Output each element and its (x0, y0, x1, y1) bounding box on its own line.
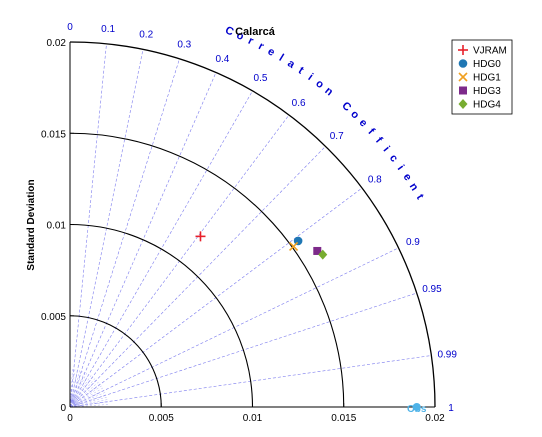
origin-fan-line (69, 396, 109, 408)
correlation-title-letter: r (256, 40, 266, 53)
y-tick-label: 0.015 (41, 129, 66, 140)
correlation-title-letter: n (407, 181, 421, 193)
correlation-title-letter: c (387, 152, 400, 164)
correlation-tick-label: 0.7 (330, 131, 344, 142)
legend-label-hdg1: HDG1 (473, 73, 501, 84)
correlation-tick-label: 0.99 (437, 349, 457, 360)
origin-fan-line (69, 386, 105, 408)
x-tick-label: 0.005 (149, 413, 174, 424)
origin-fan-line (69, 404, 110, 408)
origin-fan-line (69, 399, 110, 408)
origin-fan-line (69, 371, 88, 408)
std-arc (69, 41, 436, 408)
correlation-title-letter: i (395, 163, 407, 173)
origin-fan-line (69, 375, 95, 408)
legend-label-vjram: VJRAM (473, 46, 507, 57)
correlation-tick-label: 0.95 (422, 284, 442, 295)
correlation-tick-label: 0.9 (406, 237, 420, 248)
origin-fan-line (69, 368, 81, 408)
origin-fan-line (69, 401, 110, 408)
correlation-tick-label: 0.5 (254, 73, 268, 84)
legend-label-hdg3: HDG3 (473, 86, 501, 97)
axes (69, 41, 436, 408)
correlation-title-letter: f (373, 135, 385, 146)
correlation-title-letter: i (306, 72, 316, 84)
correlation-title-letter: e (357, 117, 370, 130)
origin-fan-line (69, 367, 78, 408)
correlation-title-letter: n (322, 85, 335, 99)
y-tick-label: 0 (60, 403, 66, 414)
point-hdg1 (288, 241, 299, 251)
y-axis-label: Standard Deviation (26, 179, 37, 270)
correlation-title-letter: t (296, 65, 306, 77)
legend-label-hdg4: HDG4 (473, 100, 501, 111)
std-arc (69, 223, 254, 408)
correlation-title-letter: o (234, 29, 245, 43)
legend: VJRAM HDG0 HDG1 HDG3 HDG4 (451, 39, 513, 115)
origin-fan-line (69, 373, 93, 408)
point-hdg3 (313, 246, 322, 255)
origin-fan-line (69, 389, 106, 408)
correlation-tick-label: 0.6 (292, 98, 306, 109)
correlation-tick-label: 0.1 (101, 24, 115, 35)
origin-fan-line (69, 378, 99, 408)
chart-title: Calarcá (235, 26, 276, 38)
legend-marker-hdg0 (458, 59, 468, 68)
correlation-title-letter: C (223, 24, 235, 38)
std-arcs (69, 41, 436, 408)
correlation-title-letter: a (285, 57, 297, 71)
correlation-title-letter: e (400, 171, 413, 183)
origin-fan-line (69, 367, 76, 408)
y-tick-label: 0.01 (47, 221, 67, 232)
x-tick-label: 0 (67, 413, 73, 424)
x-tick-label: 0.01 (243, 413, 263, 424)
origin-fan-line (69, 369, 86, 408)
correlation-title-letter: r (246, 35, 256, 48)
legend-label-hdg0: HDG0 (473, 59, 501, 70)
correlation-title-letter: l (277, 52, 286, 64)
legend-marker-vjram (458, 45, 468, 55)
correlation-title-letter: e (266, 45, 277, 58)
x-tick-label: 0.02 (425, 413, 445, 424)
y-tick-label: 0.02 (47, 38, 67, 49)
correlation-tick-label: 0.2 (139, 30, 153, 41)
correlation-title-letter: f (365, 126, 377, 137)
origin-fan-line (69, 382, 102, 408)
std-arc (69, 132, 345, 408)
point-vjram (195, 231, 206, 242)
correlation-title-letter: o (348, 108, 361, 121)
origin-fan-line (69, 393, 108, 408)
y-tick-label: 0.005 (41, 312, 66, 323)
origin-fan-line (69, 372, 91, 408)
correlation-title-letter: o (313, 78, 326, 92)
legend-marker-hdg1 (458, 72, 468, 82)
legend-marker-hdg3 (459, 86, 467, 95)
correlation-title-letter: C (339, 100, 353, 114)
correlation-title-letter: i (381, 144, 392, 154)
origin-fan-line (69, 391, 108, 408)
correlation-tick-label: 0.4 (215, 54, 229, 65)
origin-fan-line (69, 380, 101, 408)
origin-fan-line (69, 369, 84, 408)
origin-fan-line (69, 376, 97, 408)
correlation-tick-label: 0 (67, 22, 73, 33)
labels: 0 0.10.20.30.40.50.60.70.80.90.950.991000… (41, 22, 457, 424)
std-arc (69, 315, 162, 408)
correlation-title-letter: t (414, 192, 426, 202)
correlation-tick-label: 0.3 (177, 40, 191, 51)
origin-fan-line (69, 384, 104, 408)
point-hdg4 (318, 249, 328, 260)
correlation-grid (69, 43, 432, 408)
correlation-tick-label: 0.8 (368, 174, 382, 185)
correlation-tick-label: 1 (448, 403, 454, 414)
x-tick-label: 0.015 (331, 413, 356, 424)
origin-fan-line (69, 367, 73, 408)
legend-marker-hdg4 (458, 99, 468, 109)
obs-point (412, 403, 421, 411)
data-points (195, 231, 421, 411)
